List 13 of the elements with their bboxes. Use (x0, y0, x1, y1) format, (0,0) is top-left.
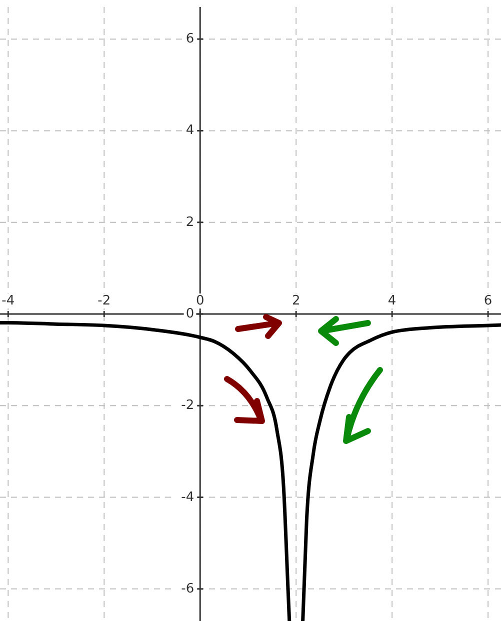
y-tick-label: -4 (181, 490, 194, 505)
y-tick-label: -6 (181, 581, 194, 596)
y-tick-label: 6 (186, 32, 194, 47)
y-tick-label: 4 (186, 123, 194, 138)
y-tick-label: 2 (186, 214, 194, 230)
x-tick-label: -2 (98, 294, 111, 308)
x-tick-label: 4 (388, 294, 396, 308)
x-tick-label: -4 (2, 294, 15, 308)
y-tick-label: 0 (186, 306, 194, 322)
y-tick-label: -2 (181, 398, 194, 414)
x-tick-label: 0 (196, 294, 204, 308)
x-tick-label: 6 (484, 294, 492, 308)
x-tick-label: 2 (292, 294, 300, 308)
